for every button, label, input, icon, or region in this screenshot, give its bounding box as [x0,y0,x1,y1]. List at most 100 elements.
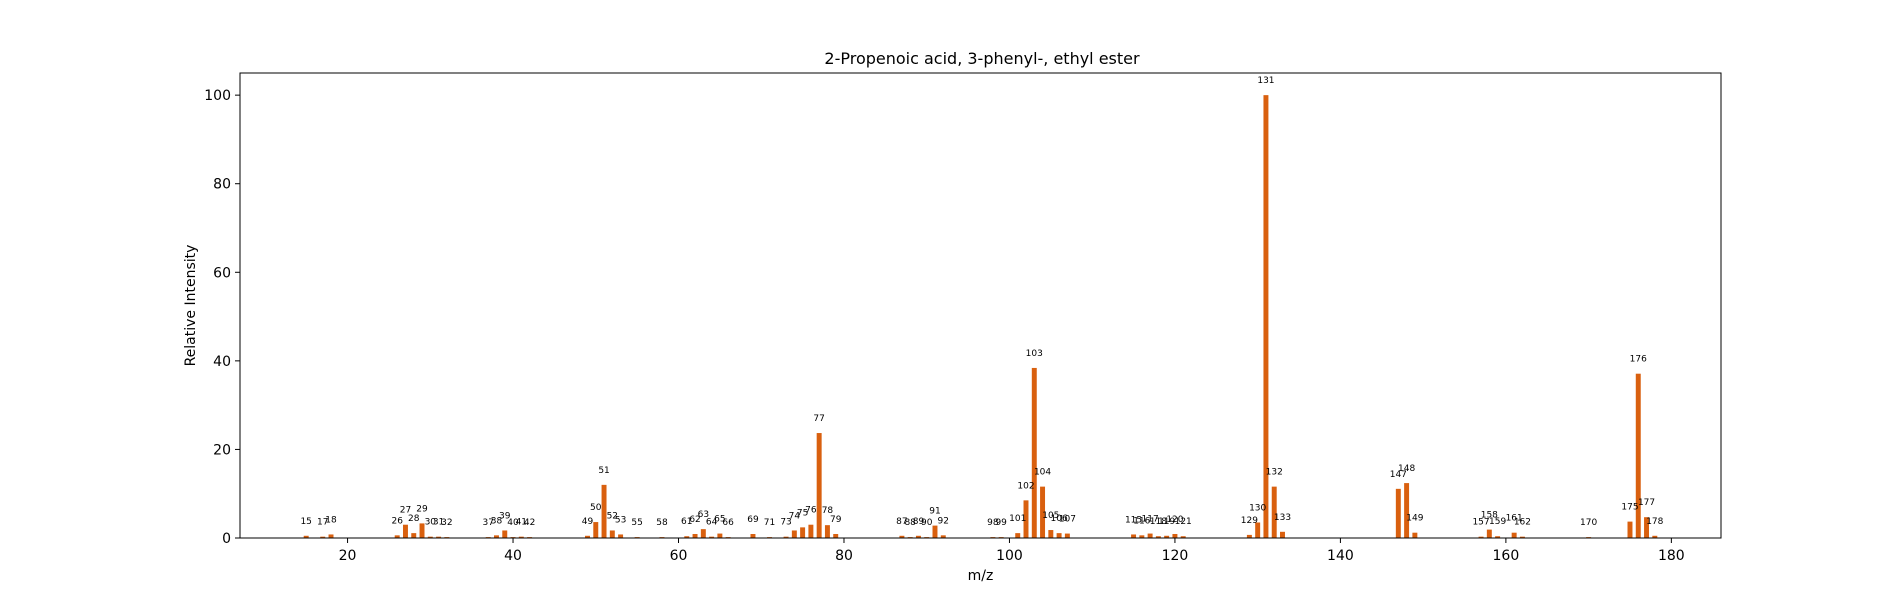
bar-mz-64 [709,536,715,538]
peak-label-66: 66 [722,518,734,528]
bar-mz-29 [419,523,425,538]
peak-label-159: 159 [1489,517,1506,527]
peak-label-107: 107 [1059,515,1076,525]
peak-label-73: 73 [780,518,791,528]
peak-label-50: 50 [590,503,602,513]
peak-label-42: 42 [524,518,535,528]
bar-mz-26 [394,535,400,538]
x-tick-label: 100 [996,548,1023,564]
x-tick-label: 120 [1162,548,1189,564]
y-tick-label: 60 [213,265,231,281]
peak-label-175: 175 [1621,503,1638,513]
peak-label-120: 120 [1166,515,1183,525]
bar-mz-18 [328,534,334,538]
peak-label-102: 102 [1017,481,1034,491]
bar-mz-116 [1139,535,1145,538]
peak-label-76: 76 [805,506,817,516]
peak-label-129: 129 [1241,516,1258,526]
peak-label-75: 75 [797,508,808,518]
peak-label-170: 170 [1580,518,1597,528]
peak-label-178: 178 [1646,517,1663,527]
bar-mz-115 [1131,534,1137,538]
bar-mz-41 [518,536,524,538]
bar-mz-73 [783,536,789,538]
bar-mz-49 [585,535,590,538]
peak-label-104: 104 [1034,468,1051,478]
bar-mz-87 [899,535,905,538]
peak-label-37: 37 [482,518,493,528]
bar-mz-121 [1180,536,1186,538]
peak-label-58: 58 [656,518,668,528]
peak-label-91: 91 [929,507,940,517]
bar-mz-175 [1627,521,1633,538]
peak-label-118: 118 [1150,517,1167,527]
bar-mz-133 [1280,531,1285,538]
bars-group [303,95,1658,538]
peak-label-121: 121 [1175,517,1192,527]
bar-mz-50 [593,522,599,538]
y-tick-label: 100 [204,88,231,104]
peak-label-92: 92 [938,516,949,526]
y-tick-label: 80 [213,177,231,193]
bar-mz-158 [1486,529,1492,538]
peak-label-161: 161 [1506,514,1523,524]
bar-mz-92 [940,535,946,538]
peak-label-55: 55 [631,518,642,528]
peak-label-103: 103 [1026,349,1043,359]
peak-label-74: 74 [789,511,801,521]
chart-title: 2-Propenoic acid, 3-phenyl-, ethyl ester [824,49,1140,68]
peak-label-89: 89 [913,517,925,527]
bar-mz-118 [1155,536,1161,538]
peak-label-133: 133 [1274,513,1291,523]
bar-mz-69 [750,534,756,538]
peak-label-26: 26 [391,516,403,526]
peak-label-79: 79 [830,515,842,525]
x-tick-label: 60 [670,548,688,564]
y-axis-label: Relative Intensity [183,245,199,367]
peak-label-49: 49 [582,517,594,527]
peak-label-98: 98 [987,518,999,528]
bar-mz-177 [1644,517,1650,538]
peak-label-132: 132 [1266,468,1283,478]
y-tick-label: 0 [222,531,231,547]
x-tick-label: 180 [1658,548,1685,564]
bar-mz-31 [436,536,442,538]
peak-label-65: 65 [714,515,725,525]
x-tick-label: 40 [504,548,522,564]
bar-mz-147 [1395,488,1401,538]
y-tick-label: 20 [213,442,231,458]
peak-label-17: 17 [317,518,328,528]
peak-label-61: 61 [681,517,692,527]
bar-mz-51 [601,484,607,538]
bar-mz-74 [791,530,797,538]
bar-mz-162 [1519,536,1525,538]
peak-label-119: 119 [1158,517,1175,527]
peak-label-87: 87 [896,517,907,527]
bar-mz-176 [1635,373,1641,538]
y-axis: 0 20 40 60 80 100 [204,88,240,547]
plot-frame [239,72,1722,539]
bar-mz-76 [808,524,814,538]
peak-label-116: 116 [1133,516,1150,526]
x-tick-label: 160 [1493,548,1520,564]
peak-label-176: 176 [1630,355,1647,365]
bar-mz-161 [1511,532,1517,538]
bar-mz-61 [684,536,690,538]
peak-label-105: 105 [1042,511,1059,521]
peak-label-157: 157 [1472,518,1489,528]
bar-mz-132 [1271,486,1277,538]
bar-mz-131 [1263,95,1269,538]
peak-label-106: 106 [1051,514,1068,524]
bar-mz-77 [816,433,822,538]
peak-label-62: 62 [689,515,700,525]
x-axis: 20 40 60 80 100 120 140 160 180 [339,538,1685,564]
bar-mz-107 [1064,533,1070,538]
peak-label-90: 90 [921,518,933,528]
peak-label-29: 29 [416,504,428,514]
peak-label-64: 64 [706,518,718,528]
peak-label-177: 177 [1638,498,1655,508]
peak-label-131: 131 [1257,76,1274,86]
bar-mz-27 [402,524,408,538]
x-tick-label: 80 [835,548,853,564]
